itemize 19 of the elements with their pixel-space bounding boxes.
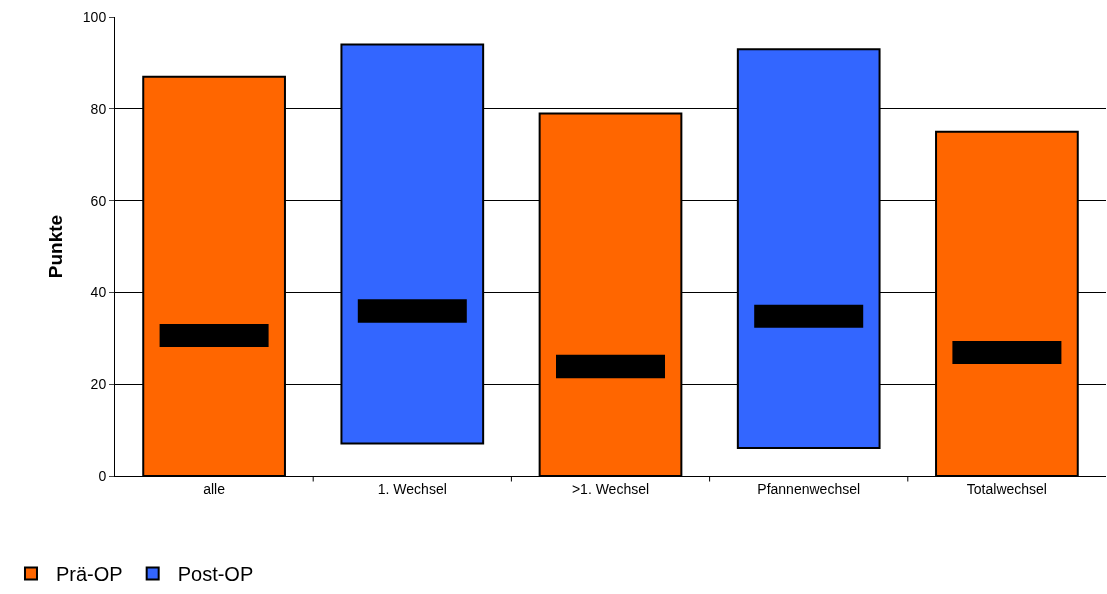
x-tick-label: Totalwechsel [966,480,1047,497]
bar [556,354,666,379]
y-axis-title: Punkte [44,214,66,279]
x-tick-label: Pfannenwechsel [757,480,861,497]
y-tick-label: 40 [90,284,107,301]
bar [754,304,864,328]
y-tick-label: 80 [90,100,107,117]
x-tick-label: >1. Wechsel [571,480,650,497]
bar [357,299,467,323]
y-tick-label: 100 [82,8,107,25]
legend-label: Prä-OP [55,563,123,586]
y-tick-label: 20 [90,376,107,393]
y-tick-label: 60 [90,192,107,209]
legend-label: Post-OP [177,563,254,586]
x-tick-label: alle [203,480,226,497]
bar [159,324,269,348]
x-tick-label: 1. Wechsel [377,480,447,497]
y-tick-label: 0 [98,467,107,484]
bar [952,341,1062,364]
